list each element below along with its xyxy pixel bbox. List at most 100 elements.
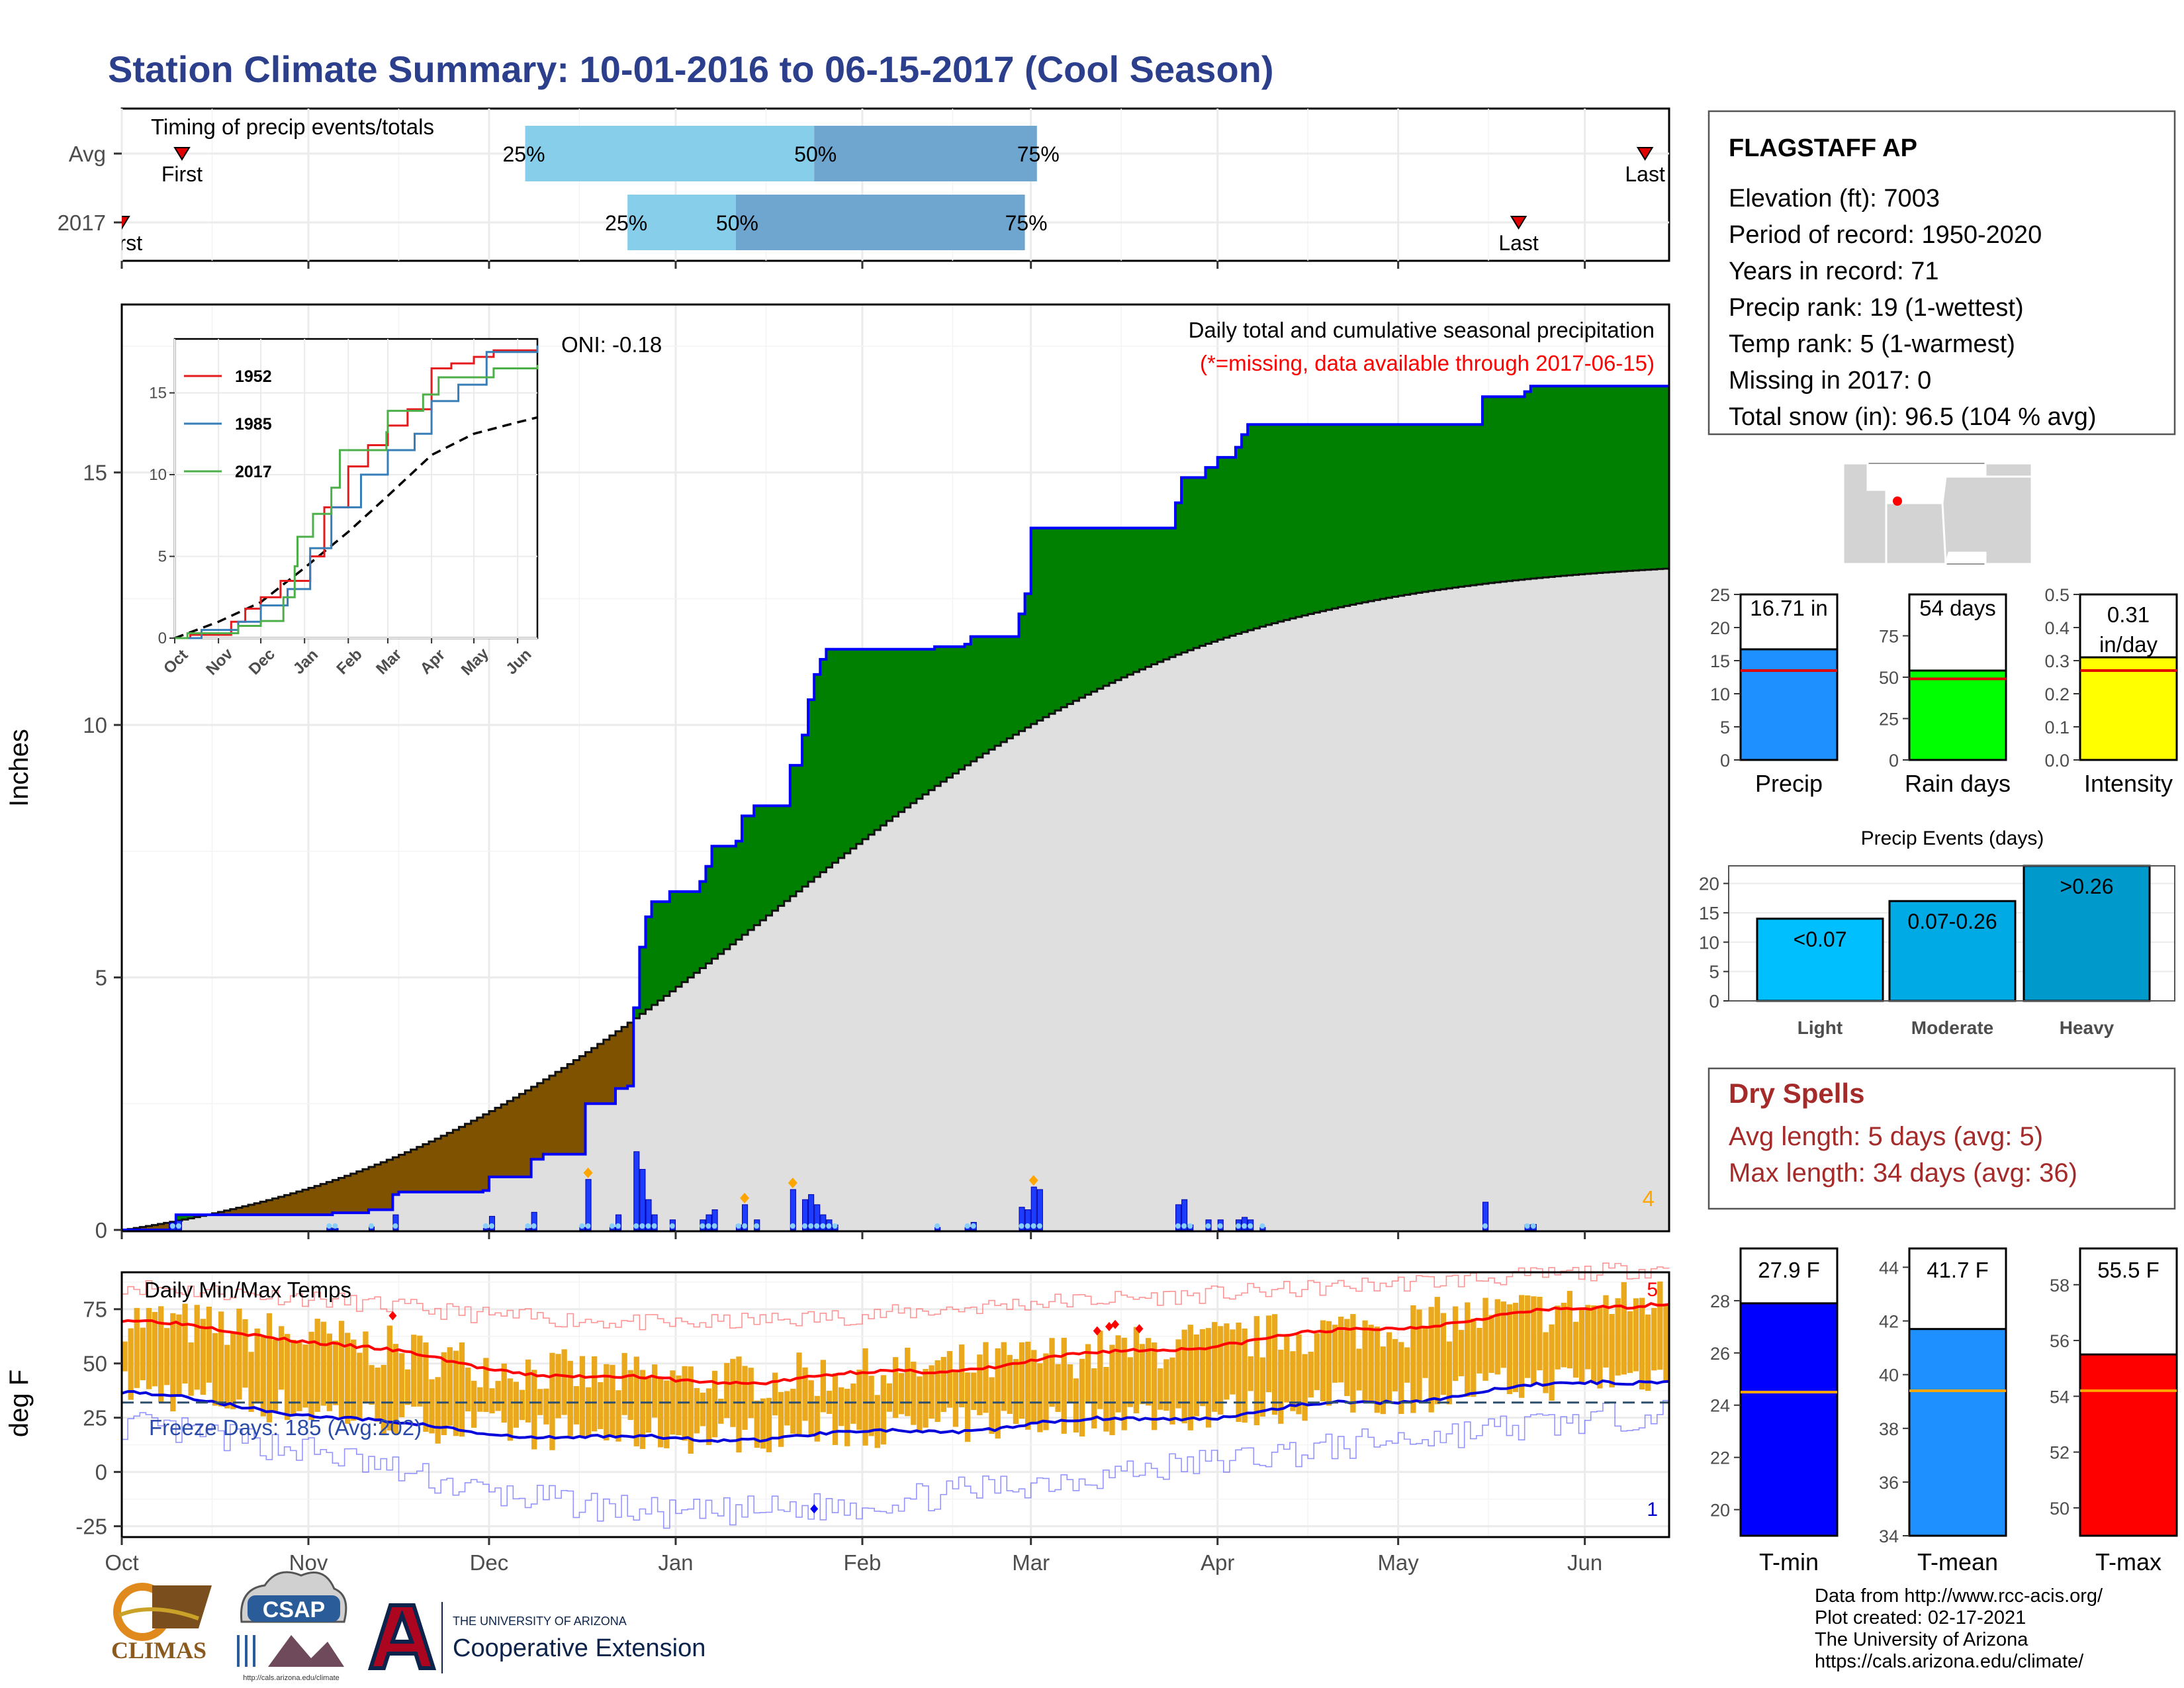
surplus-area-slice [1242, 434, 1248, 632]
surplus-area-slice [1518, 397, 1525, 580]
csap-badge [248, 1595, 340, 1622]
daily-temp-range-bar [711, 1370, 718, 1438]
daily-temp-range-bar [1205, 1328, 1212, 1428]
daily-temp-range-bar [748, 1368, 754, 1419]
surplus-area-slice [1386, 424, 1393, 598]
daily-temp-range-bar [1639, 1297, 1645, 1390]
precip-bar-value-label: 0.31 [2107, 602, 2150, 627]
daily-temp-range-bar [122, 1341, 128, 1372]
daily-temp-range-bar [1525, 1295, 1531, 1378]
daily-temp-range-bar [1097, 1331, 1103, 1409]
timing-q75-label: 75% [1017, 142, 1060, 166]
surplus-area-slice [1596, 386, 1604, 573]
first-event-marker [122, 216, 130, 230]
temp-bar-y-tick-label: 50 [2050, 1499, 2070, 1519]
temp-chart-caption: Daily Min/Max Temps [144, 1278, 351, 1302]
record-temp-marker [388, 1311, 397, 1321]
timing-bar-q25-q50 [525, 126, 815, 181]
daily-temp-range-bar [483, 1358, 489, 1412]
daily-temp-range-bar [977, 1354, 983, 1415]
surplus-area-slice [1482, 397, 1489, 584]
surplus-area-slice [1494, 397, 1501, 583]
surplus-area-slice [1422, 424, 1429, 592]
surplus-area-slice [1121, 528, 1128, 678]
surplus-area-slice [1555, 386, 1561, 577]
normal-cumulative-line [122, 567, 1670, 1231]
events-bar-moderate [1888, 900, 2017, 1002]
dry-spells-max: Max length: 34 days (avg: 36) [1729, 1158, 2077, 1188]
surplus-area-slice [1434, 424, 1441, 590]
daily-temp-range-bar [272, 1339, 279, 1412]
daily-precip-bar [814, 1204, 821, 1231]
daily-precip-bar [482, 1228, 489, 1231]
daily-temp-range-bar [477, 1387, 483, 1412]
precip-bar-y-tick-label: 0.5 [2044, 585, 2070, 605]
temp-corner-top: 5 [1647, 1279, 1658, 1301]
daily-temp-range-bar [1416, 1309, 1422, 1402]
station-info-line: Missing in 2017: 0 [1729, 367, 1931, 395]
daily-snow-dot [1248, 1223, 1253, 1229]
surplus-area-slice [181, 1215, 189, 1220]
timing-panel: 25% 50% 75% First Last 25% 50% 75% First Last Tim… [58, 107, 1670, 269]
daily-temp-range-bar [465, 1368, 471, 1412]
daily-temp-range-bar [1506, 1304, 1513, 1395]
temp-bar-y-tick-label: 36 [1879, 1473, 1899, 1493]
surplus-area-slice [1036, 528, 1044, 721]
daily-temp-range-bar [320, 1321, 326, 1406]
deficit-area-slice [621, 1027, 628, 1089]
daily-snow-dot [1175, 1223, 1181, 1229]
deficit-area-slice [404, 1152, 412, 1192]
last-event-label: Last [1498, 231, 1539, 255]
deficit-area-slice [230, 1209, 237, 1215]
daily-temp-range-bar [1380, 1346, 1387, 1415]
daily-temp-range-bar [447, 1347, 453, 1426]
temp-bar-t-max [2079, 1353, 2178, 1537]
page-title: Station Climate Summary: 10-01-2016 to 0… [108, 48, 1274, 90]
temp-bar-value-label: 41.7 F [1927, 1258, 1989, 1282]
deficit-area-slice [362, 1169, 369, 1213]
deficit-area-slice [549, 1075, 556, 1154]
month-tick-label: May [1377, 1550, 1419, 1575]
daily-snow-dot [609, 1223, 615, 1229]
daily-temp-range-bar [1471, 1319, 1477, 1397]
daily-temp-range-bar [892, 1357, 899, 1418]
daily-snow-dot [169, 1223, 175, 1229]
timing-q50-label: 50% [716, 211, 758, 235]
surplus-area-slice [1410, 424, 1417, 594]
daily-temp-range-bar [1627, 1311, 1633, 1374]
daily-temp-range-bar [658, 1378, 664, 1448]
record-temp-marker [1105, 1321, 1113, 1331]
normal-cumulative-area [122, 568, 1669, 1230]
daily-snow-dot [531, 1223, 537, 1229]
precip-bar-y-tick-label: 25 [1879, 710, 1899, 729]
daily-precip-bar [808, 1194, 815, 1231]
deficit-area-slice [392, 1157, 400, 1195]
surplus-area-slice [1488, 397, 1495, 583]
locator-map [1842, 462, 2033, 565]
daily-snow-dot [814, 1223, 820, 1229]
surplus-area-slice [1169, 528, 1176, 657]
daily-temp-range-bar [1555, 1305, 1561, 1370]
daily-temp-range-bar [1452, 1306, 1459, 1382]
surplus-area-slice [964, 644, 972, 766]
daily-temp-range-bar [1572, 1321, 1579, 1378]
temp-bar-y-tick-label: 28 [1710, 1291, 1730, 1311]
surplus-area-slice [1127, 528, 1134, 675]
daily-temp-range-bar [423, 1342, 429, 1432]
daily-precip-bar [1030, 1186, 1037, 1231]
temp-plot-frame [120, 1271, 1670, 1538]
snow-marker [583, 1167, 593, 1178]
daily-temp-range-bar [1308, 1351, 1314, 1398]
deficit-area-slice [422, 1144, 430, 1192]
timing-bar-q50-q75 [735, 195, 1025, 250]
deficit-area-slice [482, 1114, 490, 1191]
last-event-marker [1510, 216, 1527, 230]
surplus-area-slice [1073, 528, 1080, 701]
snow-marker [740, 1192, 750, 1203]
deficit-area-slice [488, 1111, 496, 1177]
deficit-area-slice [314, 1186, 321, 1215]
daily-temp-range-bar [1284, 1336, 1290, 1403]
daily-precip-bar [615, 1214, 622, 1231]
deficit-area-slice [410, 1149, 418, 1192]
climas-logo: CLIMAS [111, 1583, 212, 1664]
